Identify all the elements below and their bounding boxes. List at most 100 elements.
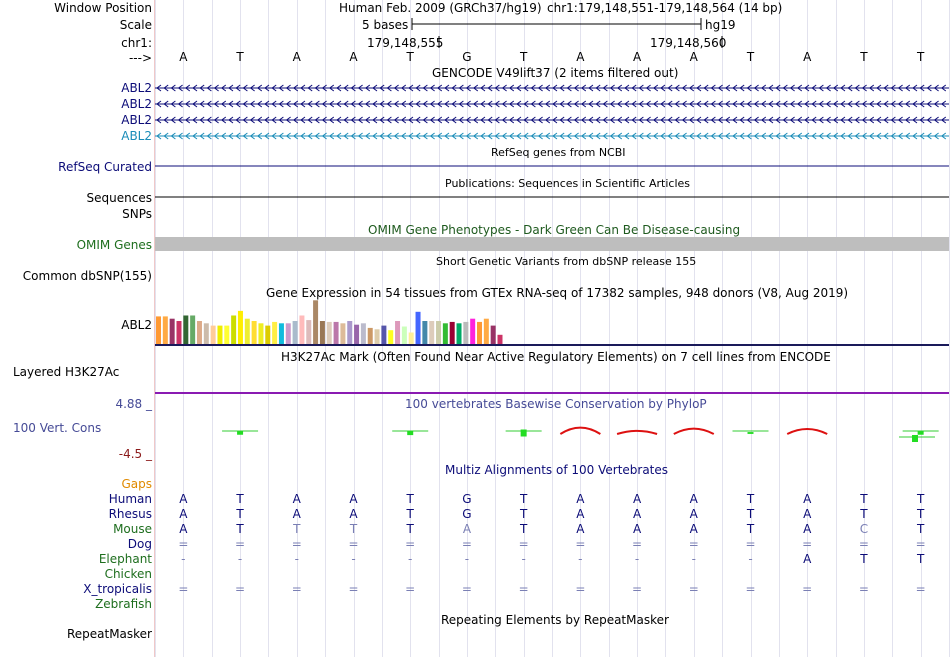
gtex-tissue-bar <box>497 334 503 344</box>
window-position-label: Window Position <box>54 1 152 15</box>
aligned-base: = <box>915 582 926 596</box>
aligned-base: - <box>408 552 413 566</box>
gtex-tissue-bar <box>333 321 339 344</box>
phylop-title: 100 vertebrates Basewise Conservation by… <box>405 397 707 411</box>
aligned-base: T <box>916 552 925 566</box>
aligned-base: G <box>462 492 472 506</box>
gtex-tissue-bar <box>360 323 366 344</box>
gtex-tissue-bar <box>483 318 489 344</box>
aligned-base: A <box>803 492 812 506</box>
aligned-base: A <box>803 522 812 536</box>
base-center-line <box>807 0 808 657</box>
species-label[interactable]: Chicken <box>104 567 152 581</box>
aligned-base: T <box>349 522 358 536</box>
phylop-label[interactable]: 100 Vert. Cons <box>13 421 102 435</box>
gtex-tissue-bar <box>156 316 161 344</box>
aligned-base: T <box>860 492 868 506</box>
phylop-positive-score <box>917 431 924 435</box>
phylop-negative-score <box>786 428 828 435</box>
aligned-base: = <box>802 537 813 551</box>
refseq-label[interactable]: RefSeq Curated <box>58 160 152 174</box>
aligned-base: T <box>519 507 528 521</box>
gtex-tissue-bar <box>224 325 230 344</box>
aligned-base: T <box>860 552 868 566</box>
gtex-tissue-bar <box>367 327 373 344</box>
aligned-base: = <box>348 537 359 551</box>
aligned-base: A <box>576 522 585 536</box>
aligned-base: T <box>519 492 528 506</box>
publications-label[interactable]: Sequences <box>86 191 152 205</box>
gtex-tissue-bar <box>176 321 182 344</box>
gtex-tissue-bar <box>401 326 407 344</box>
aligned-base: = <box>518 582 529 596</box>
aligned-base: T <box>746 507 755 521</box>
gencode-title: GENCODE V49lift37 (2 items filtered out) <box>432 66 679 80</box>
aligned-base: = <box>632 582 643 596</box>
gtex-tissue-bar <box>449 321 455 344</box>
gtex-tissue-bar <box>203 323 209 344</box>
gtex-tissue-bar <box>395 321 401 344</box>
omim-label[interactable]: OMIM Genes <box>76 238 152 252</box>
aligned-base: - <box>351 552 356 566</box>
base-center-line <box>524 0 525 657</box>
base-letter: A <box>179 50 188 64</box>
aligned-base: = <box>405 537 416 551</box>
aligned-base: T <box>746 522 755 536</box>
base-boundary-line <box>665 0 666 657</box>
species-label[interactable]: Mouse <box>113 522 152 536</box>
species-label[interactable]: X_tropicalis <box>83 582 152 596</box>
repeatmasker-label[interactable]: RepeatMasker <box>66 627 152 641</box>
chrom-label: chr1: <box>121 36 152 50</box>
aligned-base: = <box>291 582 302 596</box>
dbsnp-label[interactable]: Common dbSNP(155) <box>22 269 152 283</box>
species-label[interactable]: Zebrafish <box>95 597 152 611</box>
gtex-tissue-bar <box>196 321 202 344</box>
phylop-positive-score <box>520 429 527 437</box>
aligned-base: A <box>632 507 642 521</box>
snps-label[interactable]: SNPs <box>122 207 152 221</box>
base-center-line <box>637 0 638 657</box>
publications-title: Publications: Sequences in Scientific Ar… <box>445 177 690 190</box>
gtex-tissue-bar <box>183 315 189 344</box>
aligned-base: A <box>179 522 188 536</box>
species-label[interactable]: Human <box>108 492 152 506</box>
dbsnp-title: Short Genetic Variants from dbSNP releas… <box>436 255 697 268</box>
aligned-base: A <box>292 507 301 521</box>
species-label[interactable]: Elephant <box>98 552 152 566</box>
gencode-row-label[interactable]: ABL2 <box>121 81 152 95</box>
phylop-positive-score <box>747 432 754 434</box>
aligned-base: = <box>802 582 813 596</box>
aligned-base: A <box>689 522 698 536</box>
gtex-tissue-bar <box>319 321 325 344</box>
gtex-tissue-bar <box>237 310 243 344</box>
gtex-title: Gene Expression in 54 tissues from GTEx … <box>266 286 849 300</box>
gencode-row-label[interactable]: ABL2 <box>121 113 152 127</box>
base-letter: A <box>349 50 358 64</box>
gtex-tissue-bar <box>388 330 394 344</box>
gencode-row-label[interactable]: ABL2 <box>121 97 152 111</box>
gtex-tissue-bar <box>490 325 496 344</box>
aligned-base: = <box>235 537 246 551</box>
coord-tick-2: 179,148,560 <box>650 36 727 50</box>
gtex-tissue-bar <box>265 325 271 344</box>
base-letter: T <box>746 50 755 64</box>
gtex-tissue-bar <box>429 321 435 344</box>
h3k27ac-label[interactable]: Layered H3K27Ac <box>13 365 120 379</box>
aligned-base: T <box>293 522 301 536</box>
species-label[interactable]: Dog <box>127 537 152 551</box>
gtex-tissue-bar <box>285 323 291 344</box>
base-boundary-line <box>609 0 610 657</box>
base-center-line <box>921 0 922 657</box>
aligned-base: A <box>462 522 472 536</box>
gencode-row-label[interactable]: ABL2 <box>121 129 152 143</box>
aligned-base: = <box>915 537 926 551</box>
base-boundary-line <box>155 0 156 657</box>
base-boundary-line <box>892 0 893 657</box>
aligned-base: - <box>748 552 753 566</box>
base-center-line <box>410 0 411 657</box>
species-label[interactable]: Rhesus <box>108 507 152 521</box>
aligned-base: A <box>576 492 585 506</box>
gtex-label[interactable]: ABL2 <box>121 318 152 332</box>
aligned-base: = <box>178 582 189 596</box>
